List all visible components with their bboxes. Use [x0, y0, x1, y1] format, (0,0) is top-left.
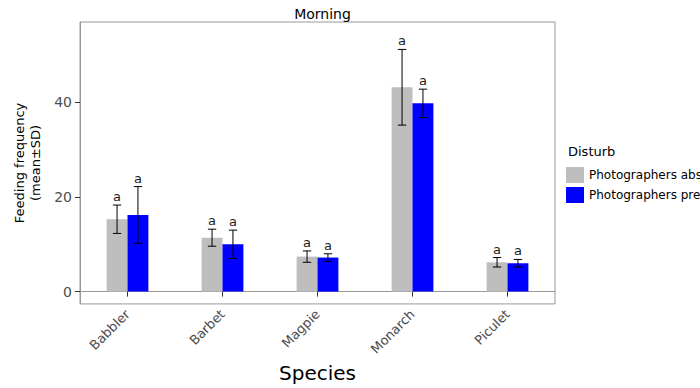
- svg-text:Babbler: Babbler: [87, 306, 134, 353]
- svg-text:Piculet: Piculet: [472, 307, 513, 348]
- svg-text:Magpie: Magpie: [279, 307, 323, 351]
- svg-text:Disturb: Disturb: [568, 144, 615, 159]
- svg-text:a: a: [208, 213, 216, 228]
- svg-text:Species: Species: [279, 361, 356, 385]
- svg-text:Monarch: Monarch: [368, 307, 418, 357]
- svg-text:0: 0: [63, 284, 72, 300]
- svg-text:Feeding frequency: Feeding frequency: [12, 102, 27, 223]
- svg-text:a: a: [229, 214, 237, 229]
- svg-text:Photographers present: Photographers present: [589, 188, 700, 202]
- svg-text:20: 20: [54, 189, 72, 205]
- svg-text:a: a: [493, 242, 501, 257]
- svg-text:(mean±SD): (mean±SD): [28, 125, 43, 201]
- svg-text:Barbet: Barbet: [186, 307, 227, 348]
- svg-text:a: a: [134, 171, 142, 186]
- svg-text:a: a: [514, 243, 522, 258]
- svg-text:a: a: [419, 73, 427, 88]
- svg-text:40: 40: [54, 94, 72, 110]
- svg-text:Morning: Morning: [294, 6, 351, 22]
- svg-text:Photographers absent: Photographers absent: [589, 168, 700, 182]
- svg-text:a: a: [398, 33, 406, 48]
- svg-text:a: a: [113, 189, 121, 204]
- svg-text:a: a: [324, 238, 332, 253]
- svg-text:a: a: [303, 235, 311, 250]
